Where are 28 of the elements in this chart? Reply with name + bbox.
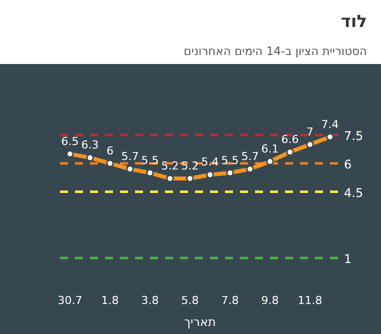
x-tick-label: 7.8 bbox=[221, 294, 239, 307]
chart-subtitle: הסטוריית הציון ב-14 הימים האחרונים bbox=[184, 44, 367, 58]
ref-line-label: 1 bbox=[344, 252, 352, 266]
data-label: 6.1 bbox=[261, 142, 279, 156]
ref-line-label: 4.5 bbox=[344, 186, 364, 200]
data-label: 6.6 bbox=[281, 133, 299, 146]
x-tick-label: 1.8 bbox=[101, 294, 119, 307]
data-label: 5.5 bbox=[221, 154, 239, 167]
x-axis-title: תאריך bbox=[184, 315, 216, 329]
chart-title: לוד bbox=[340, 12, 367, 32]
data-label: 6.3 bbox=[81, 138, 99, 152]
data-label: 6.5 bbox=[61, 134, 79, 148]
x-tick-label: 5.8 bbox=[181, 294, 199, 307]
data-label: 5.2 bbox=[161, 160, 179, 173]
x-tick-label: 9.8 bbox=[261, 294, 279, 307]
data-label: 7 bbox=[306, 125, 314, 138]
data-label: 7.4 bbox=[321, 118, 339, 131]
x-tick-label: 3.8 bbox=[141, 294, 159, 307]
data-label: 5.5 bbox=[141, 154, 159, 167]
x-tick-label: 30.7 bbox=[58, 294, 82, 307]
ref-line-label: 7.5 bbox=[344, 129, 364, 143]
data-label: 5.7 bbox=[241, 150, 259, 164]
data-label: 5.2 bbox=[181, 160, 199, 173]
data-label: 5.7 bbox=[121, 150, 139, 164]
x-tick-label: 11.8 bbox=[298, 294, 322, 307]
data-label: 5.4 bbox=[201, 156, 219, 169]
data-label: 6 bbox=[106, 144, 114, 158]
ref-line-label: 6 bbox=[344, 157, 352, 172]
